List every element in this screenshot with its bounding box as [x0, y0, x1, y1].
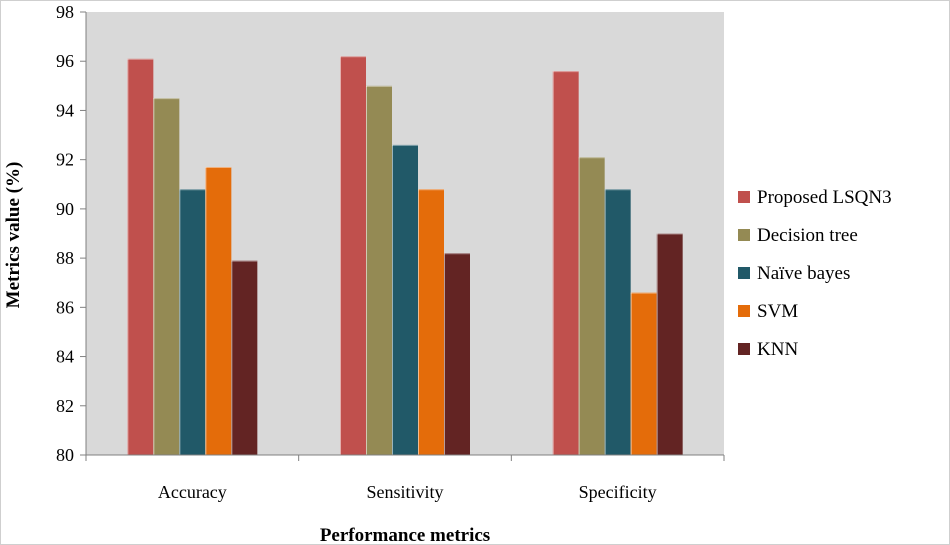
bar-fill [127, 58, 154, 456]
legend: Proposed LSQN3 Decision tree Naïve bayes SV… [738, 187, 892, 360]
bar-fill [366, 85, 392, 455]
bars-group [127, 56, 683, 456]
legend-swatch [738, 191, 750, 203]
bar [205, 167, 232, 456]
x-axis-title: Performance metrics [320, 525, 490, 545]
y-axis-title: Metrics value (%) [3, 162, 24, 309]
x-ticks-group: Accuracy Sensitivity Specificity [85, 455, 725, 502]
y-tick-label: 92 [56, 150, 74, 170]
bar [153, 98, 180, 455]
bar [231, 260, 258, 455]
legend-item: SVM [738, 301, 798, 322]
bar-fill [418, 189, 444, 455]
bar-fill [179, 189, 206, 455]
x-tick-label: Accuracy [158, 482, 227, 502]
bar-fill [392, 144, 418, 455]
bar [179, 189, 206, 455]
x-tick-label: Sensitivity [366, 482, 443, 502]
legend-label: SVM [757, 301, 798, 322]
y-tick-label: 88 [56, 248, 74, 268]
y-tick-label: 86 [56, 297, 74, 317]
y-tick-label: 84 [56, 347, 74, 367]
legend-swatch [738, 305, 750, 317]
bar [656, 233, 683, 455]
y-tick-label: 98 [56, 2, 74, 22]
legend-item: Decision tree [738, 225, 858, 246]
bar-fill [205, 167, 232, 456]
legend-swatch [738, 229, 750, 241]
bar [578, 157, 605, 455]
x-tick-label: Specificity [579, 482, 657, 502]
legend-item: KNN [738, 339, 798, 360]
legend-label: Naïve bayes [757, 263, 850, 284]
y-tick-label: 80 [56, 445, 74, 465]
y-tick-label: 90 [56, 199, 74, 219]
y-tick-label: 96 [56, 51, 74, 71]
bar-fill [656, 233, 683, 455]
bar [340, 56, 366, 456]
bar-fill [578, 157, 605, 455]
bar [630, 292, 657, 455]
bar [604, 189, 631, 455]
y-tick-label: 82 [56, 396, 74, 416]
bar [366, 85, 392, 455]
bar-fill [552, 71, 579, 456]
bar [392, 144, 418, 455]
y-ticks-group: 80 82 84 86 88 90 92 94 96 98 [56, 2, 86, 465]
legend-label: KNN [757, 339, 798, 360]
legend-item: Proposed LSQN3 [738, 187, 892, 208]
bar-fill [604, 189, 631, 455]
bar [552, 71, 579, 456]
legend-item: Naïve bayes [738, 263, 850, 284]
bar [418, 189, 444, 455]
legend-label: Proposed LSQN3 [757, 187, 892, 208]
legend-swatch [738, 267, 750, 279]
y-tick-label: 94 [56, 100, 74, 120]
legend-label: Decision tree [757, 225, 858, 246]
legend-swatch [738, 343, 750, 355]
bar-fill [231, 260, 258, 455]
bar [127, 58, 154, 456]
bar-fill [340, 56, 366, 456]
bar-fill [153, 98, 180, 455]
bar-fill [444, 253, 470, 455]
bar-fill [630, 292, 657, 455]
bar [444, 253, 470, 455]
